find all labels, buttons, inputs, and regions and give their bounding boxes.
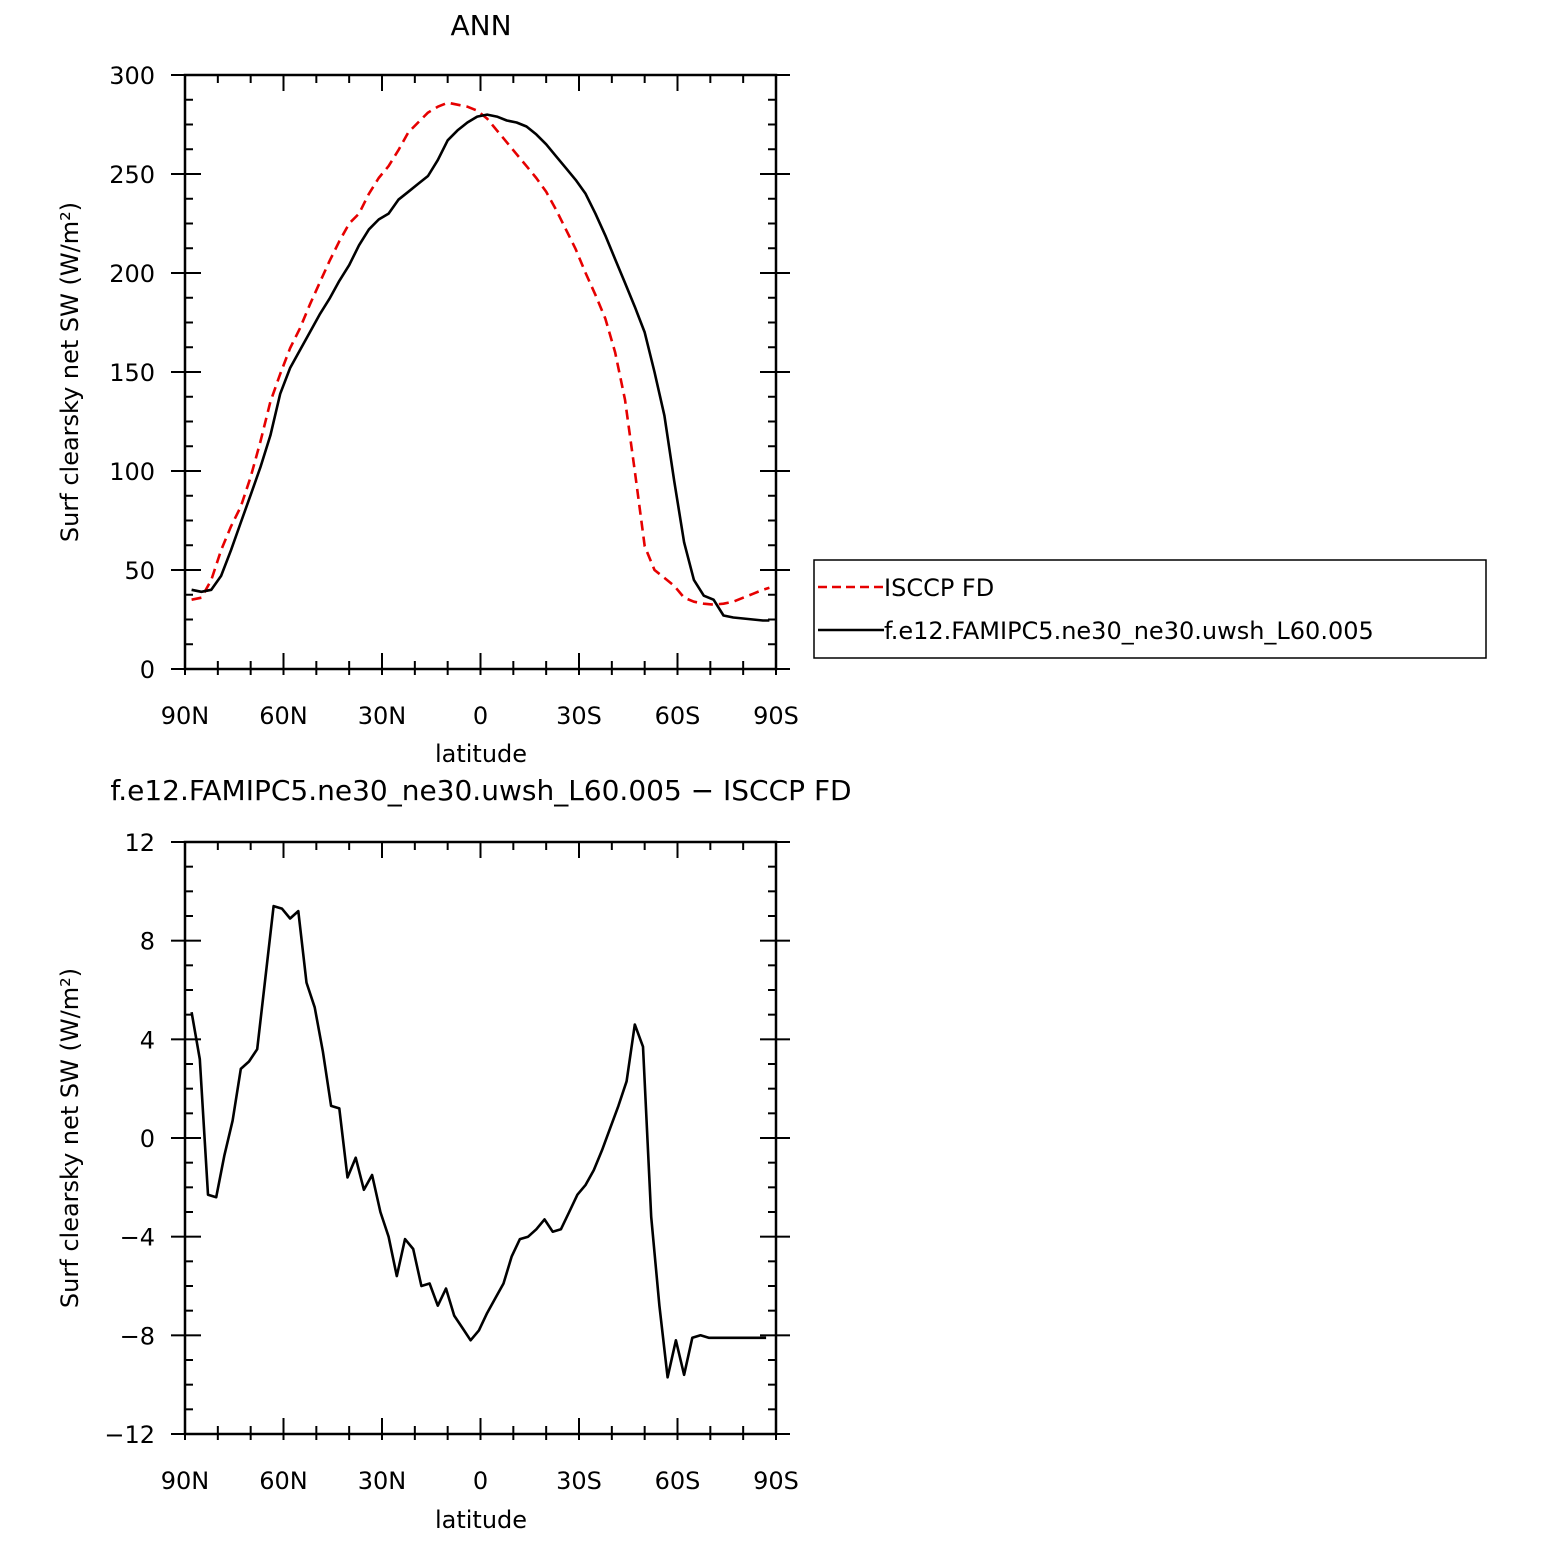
legend-label-model: f.e12.FAMIPC5.ne30_ne30.uwsh_L60.005 xyxy=(884,617,1374,645)
y-tick-label: 4 xyxy=(140,1026,155,1054)
bottom-panel-series xyxy=(190,904,767,1379)
x-tick-label: 30S xyxy=(556,702,602,730)
y-tick-label: −8 xyxy=(120,1322,155,1350)
x-tick-label: 0 xyxy=(473,1467,488,1495)
y-tick-label: 200 xyxy=(109,260,155,288)
x-tick-label: 30N xyxy=(358,702,407,730)
y-tick-label: −4 xyxy=(120,1224,155,1252)
x-tick-label: 90N xyxy=(161,702,210,730)
bottom-plot-frame xyxy=(183,840,778,1436)
y-tick-label: 8 xyxy=(140,928,155,956)
legend: ISCCP FD f.e12.FAMIPC5.ne30_ne30.uwsh_L6… xyxy=(813,559,1487,659)
y-tick-label: −12 xyxy=(104,1421,155,1449)
x-tick-label: 60N xyxy=(259,1467,308,1495)
top-panel: ANN 90N 60N 30N 0 30S 60S 90S 0 50 100 150 200 250 30… xyxy=(56,9,799,768)
bottom-panel-title: f.e12.FAMIPC5.ne30_ne30.uwsh_L60.005 − I… xyxy=(110,774,851,807)
y-tick-label: 50 xyxy=(124,557,155,585)
top-panel-series xyxy=(191,101,770,622)
x-tick-label: 0 xyxy=(473,702,488,730)
y-tick-label: 0 xyxy=(140,656,155,684)
legend-label-isccp: ISCCP FD xyxy=(884,574,994,602)
x-tick-label: 30N xyxy=(358,1467,407,1495)
x-tick-label: 90S xyxy=(753,1467,799,1495)
top-panel-xlabel: latitude xyxy=(435,740,527,768)
y-tick-label: 150 xyxy=(109,359,155,387)
y-tick-label: 0 xyxy=(140,1125,155,1153)
x-tick-label: 90N xyxy=(161,1467,210,1495)
y-tick-label: 100 xyxy=(109,458,155,486)
bottom-panel-ylabel: Surf clearsky net SW (W/m²) xyxy=(56,968,84,1308)
series-line-difference xyxy=(190,904,767,1379)
y-tick-label: 250 xyxy=(109,161,155,189)
top-panel-ticks: 90N 60N 30N 0 30S 60S 90S 0 50 100 150 200 250 300 xyxy=(109,62,799,730)
top-panel-title: ANN xyxy=(450,9,511,42)
x-tick-label: 90S xyxy=(753,702,799,730)
bottom-panel-xlabel: latitude xyxy=(435,1506,527,1534)
top-plot-frame xyxy=(183,73,778,671)
y-tick-label: 300 xyxy=(109,62,155,90)
x-tick-label: 60S xyxy=(655,1467,701,1495)
y-tick-label: 12 xyxy=(124,829,155,857)
series-line-f-e12-famipc5-ne30-ne30-uwsh-l60-005 xyxy=(191,113,770,622)
x-tick-label: 30S xyxy=(556,1467,602,1495)
x-tick-label: 60N xyxy=(259,702,308,730)
x-tick-label: 60S xyxy=(655,702,701,730)
bottom-panel: f.e12.FAMIPC5.ne30_ne30.uwsh_L60.005 − I… xyxy=(56,774,852,1534)
top-panel-ylabel: Surf clearsky net SW (W/m²) xyxy=(56,202,84,542)
legend-box xyxy=(813,559,1487,659)
bottom-panel-ticks: 90N 60N 30N 0 30S 60S 90S −12 −8 −4 0 4 8 12 xyxy=(104,829,799,1495)
